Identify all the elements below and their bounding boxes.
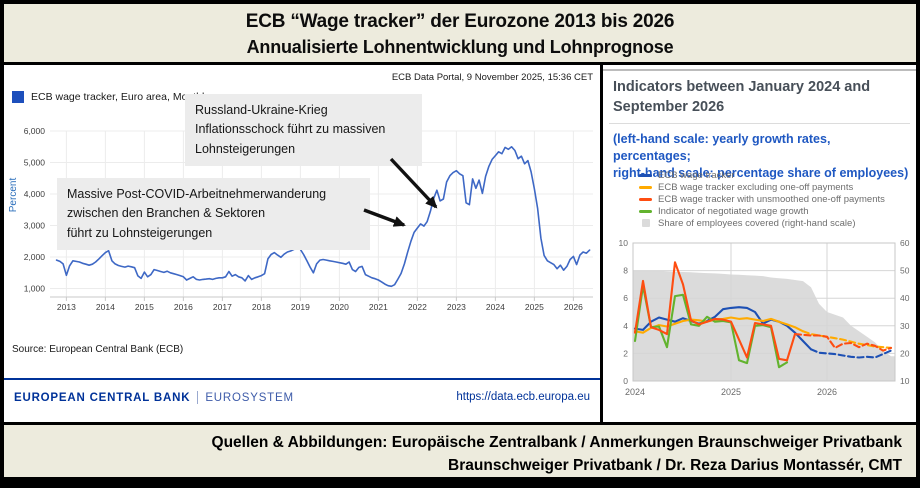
svg-text:6,000: 6,000: [24, 126, 46, 136]
svg-text:2021: 2021: [369, 302, 388, 312]
left-chart-legend: ECB wage tracker, Euro area, Monthly: [12, 91, 210, 103]
svg-text:4,000: 4,000: [24, 189, 46, 199]
brand-separator: [197, 391, 199, 404]
svg-text:3,000: 3,000: [24, 221, 46, 231]
svg-text:20: 20: [900, 348, 910, 358]
svg-text:5,000: 5,000: [24, 158, 46, 168]
svg-text:2025: 2025: [721, 387, 741, 397]
indicators-title: Indicators between January 2024 and Sept…: [613, 79, 871, 116]
svg-text:30: 30: [900, 321, 910, 331]
svg-text:0: 0: [623, 376, 628, 386]
footer-line1: Quellen & Abbildungen: Europäische Zentr…: [211, 434, 902, 451]
legend-row: ECB wage tracker excluding one-off payme…: [639, 181, 885, 193]
svg-text:1,000: 1,000: [24, 284, 46, 294]
legend-swatch-wage-tracker: [639, 173, 652, 177]
legend-label: ECB wage tracker: [658, 169, 735, 181]
scale-subtitle: (left-hand scale: yearly growth rates, p…: [613, 132, 909, 180]
svg-text:8: 8: [623, 266, 628, 276]
legend-label: ECB wage tracker with unsmoothed one-off…: [658, 193, 885, 205]
annotation-russia-ukraine: Russland-Ukraine-Krieg Inflationsschock …: [185, 94, 422, 167]
ecb-brand-secondary: EUROSYSTEM: [205, 391, 294, 404]
svg-text:6: 6: [623, 293, 628, 303]
svg-text:2014: 2014: [96, 302, 115, 312]
legend-label: ECB wage tracker, Euro area, Monthly: [31, 91, 210, 103]
svg-text:2024: 2024: [486, 302, 505, 312]
legend-label: Share of employees covered (right-hand s…: [658, 217, 856, 229]
legend-row: Share of employees covered (right-hand s…: [639, 217, 885, 229]
source-note: Source: European Central Bank (ECB): [12, 344, 184, 355]
svg-text:2015: 2015: [135, 302, 154, 312]
svg-text:2013: 2013: [57, 302, 76, 312]
svg-text:2025: 2025: [525, 302, 544, 312]
legend-swatch-excluding-oneoff: [639, 185, 652, 189]
footer-line2: Braunschweiger Privatbank / Dr. Reza Dar…: [448, 457, 902, 474]
title-divider: [609, 123, 910, 124]
svg-text:2022: 2022: [408, 302, 427, 312]
svg-text:2018: 2018: [252, 302, 271, 312]
left-chart-panel: ECB Data Portal, 9 November 2025, 15:36 …: [4, 65, 600, 422]
legend-label: ECB wage tracker excluding one-off payme…: [658, 181, 854, 193]
legend-row: Indicator of negotiated wage growth: [639, 205, 885, 217]
annotation-post-covid: Massive Post-COVID-Arbeitnehmerwanderung…: [57, 178, 370, 251]
legend-swatch-unsmoothed-oneoff: [639, 197, 652, 201]
svg-text:2023: 2023: [447, 302, 466, 312]
svg-text:50: 50: [900, 266, 910, 276]
data-portal-link[interactable]: https://data.ecb.europa.eu: [456, 391, 590, 403]
page-title-line1: ECB “Wage tracker” der Eurozone 2013 bis…: [245, 11, 675, 32]
legend-swatch-blue: [12, 91, 24, 103]
indicators-chart: 0 2 4 6 8 10 10 20 30 40 50 60 2024 2025 2026: [619, 238, 910, 397]
page-title-line2: Annualisierte Lohnentwicklung und Lohnpr…: [246, 37, 674, 57]
svg-text:60: 60: [900, 238, 910, 248]
svg-text:2026: 2026: [817, 387, 837, 397]
legend-row: ECB wage tracker with unsmoothed one-off…: [639, 193, 885, 205]
svg-text:2026: 2026: [564, 302, 583, 312]
svg-text:10: 10: [619, 238, 629, 248]
svg-text:10: 10: [900, 376, 910, 386]
svg-text:2,000: 2,000: [24, 252, 46, 262]
data-portal-timestamp: ECB Data Portal, 9 November 2025, 15:36 …: [391, 72, 593, 83]
svg-text:40: 40: [900, 293, 910, 303]
legend-swatch-share-covered: [641, 219, 650, 227]
indicators-legend: ECB wage tracker ECB wage tracker exclud…: [639, 169, 885, 229]
right-chart-panel: Indicators between January 2024 and Sept…: [603, 65, 916, 422]
legend-label: Indicator of negotiated wage growth: [658, 205, 809, 217]
svg-text:4: 4: [623, 321, 628, 331]
card-top-border: [603, 69, 916, 71]
ecb-divider-rule: [4, 378, 600, 380]
ecb-brand-primary: EUROPEAN CENTRAL BANK: [14, 391, 191, 404]
svg-text:2019: 2019: [291, 302, 310, 312]
legend-row: ECB wage tracker: [639, 169, 885, 181]
legend-swatch-negotiated: [639, 209, 652, 213]
svg-text:2: 2: [623, 348, 628, 358]
ecb-brand: EUROPEAN CENTRAL BANK EUROSYSTEM: [14, 391, 294, 404]
title-bar: ECB “Wage tracker” der Eurozone 2013 bis…: [4, 4, 916, 62]
footer-attribution: Quellen & Abbildungen: Europäische Zentr…: [4, 425, 916, 477]
svg-text:2016: 2016: [174, 302, 193, 312]
svg-text:2017: 2017: [213, 302, 232, 312]
svg-text:2020: 2020: [330, 302, 349, 312]
svg-text:2024: 2024: [625, 387, 645, 397]
